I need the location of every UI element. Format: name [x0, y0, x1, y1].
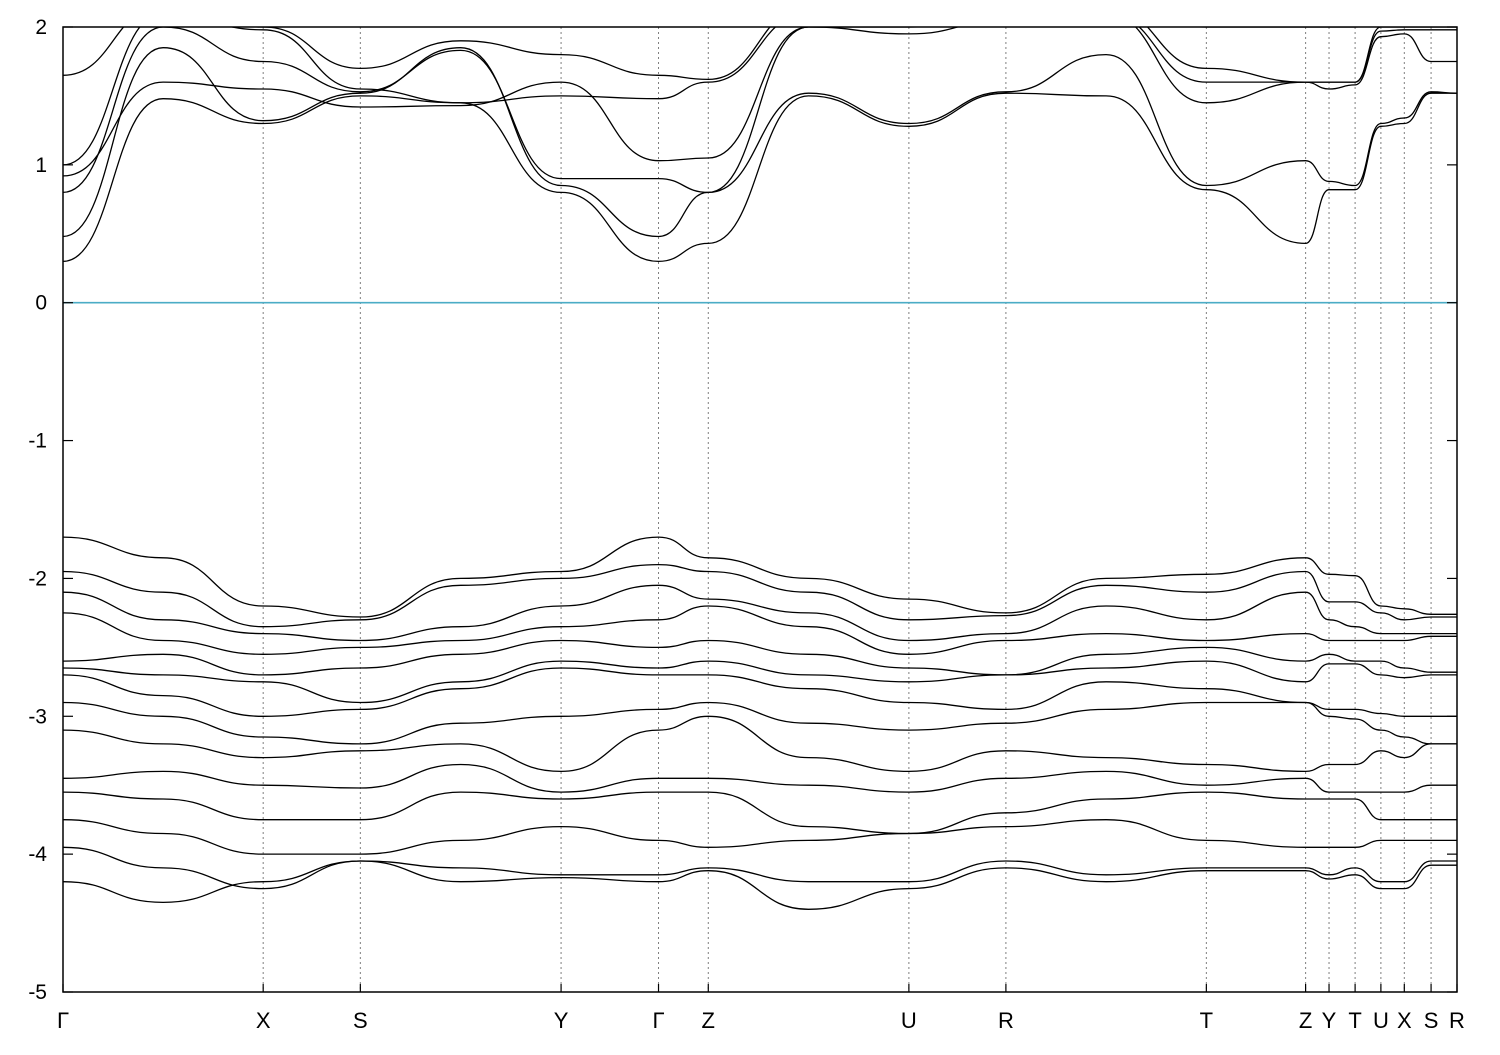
x-tick-label-7: R: [998, 1008, 1014, 1033]
kpoint-gridlines: [262, 27, 1432, 992]
band-line-3: [63, 27, 1457, 177]
plot-border: [62, 26, 1458, 993]
band-line-4: [63, 27, 1457, 166]
x-tick-label-15: R: [1449, 1008, 1465, 1033]
x-tick-label-0: Γ: [57, 1008, 69, 1033]
band-line-13: [63, 701, 1457, 745]
band-line-19: [63, 860, 1457, 910]
band-line-15: [63, 763, 1457, 793]
x-tick-label-10: Y: [1322, 1008, 1337, 1033]
x-tick-label-13: X: [1397, 1008, 1412, 1033]
y-tick-label-0: 2: [35, 16, 47, 39]
x-tick-label-3: Y: [554, 1008, 569, 1033]
x-tick-label-5: Z: [702, 1008, 715, 1033]
band-line-0: [63, 92, 1457, 263]
x-tick-label-2: S: [353, 1008, 368, 1033]
x-tick-label-1: X: [256, 1008, 271, 1033]
band-line-17: [63, 819, 1457, 855]
y-axis-ticks: 2 1 0 -1 -2 -3 -4 -5: [28, 16, 1457, 1004]
y-tick-label-5: -3: [28, 705, 47, 728]
band-line-9: [63, 605, 1457, 655]
x-tick-label-4: Γ: [652, 1008, 664, 1033]
band-line-11: [63, 660, 1457, 704]
y-tick-label-1: 1: [35, 154, 47, 177]
x-tick-label-11: T: [1348, 1008, 1361, 1033]
x-tick-label-12: U: [1373, 1008, 1389, 1033]
band-line-16: [63, 791, 1457, 835]
y-tick-label-2: 0: [35, 292, 47, 315]
band-line-12: [63, 667, 1457, 717]
x-tick-label-6: U: [901, 1008, 917, 1033]
x-tick-label-14: S: [1424, 1008, 1439, 1033]
plot-frame: [62, 26, 1458, 993]
band-line-5: [63, 27, 1361, 81]
band-line-10: [63, 639, 1457, 676]
band-line-6: [63, 536, 1457, 618]
band-line-14: [63, 715, 1457, 773]
band-line-2: [63, 27, 1457, 194]
y-tick-label-3: -1: [28, 430, 47, 453]
band-series: [63, 27, 1457, 910]
band-line-8: [63, 584, 1457, 642]
x-tick-label-8: T: [1200, 1008, 1213, 1033]
y-tick-label-7: -5: [28, 981, 47, 1004]
y-tick-label-4: -2: [28, 567, 47, 590]
x-tick-label-9: Z: [1299, 1008, 1312, 1033]
y-tick-label-6: -4: [28, 843, 47, 866]
band-line-7: [63, 563, 1457, 628]
